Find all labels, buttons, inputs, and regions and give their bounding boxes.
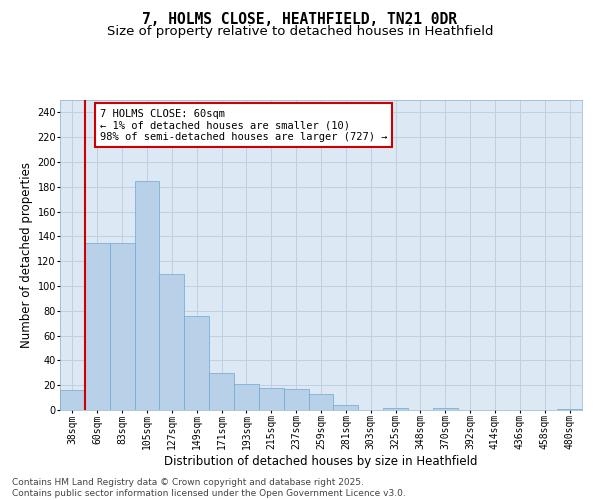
Bar (557, 409, 582, 410)
Bar (134, 180, 160, 410)
Text: Contains HM Land Registry data © Crown copyright and database right 2025.
Contai: Contains HM Land Registry data © Crown c… (12, 478, 406, 498)
Bar (160, 274, 184, 410)
Bar (334, 405, 358, 410)
Bar (308, 394, 334, 410)
Bar (284, 389, 308, 410)
Bar (184, 316, 209, 410)
Bar (259, 388, 284, 410)
Text: 7, HOLMS CLOSE, HEATHFIELD, TN21 0DR: 7, HOLMS CLOSE, HEATHFIELD, TN21 0DR (143, 12, 458, 28)
Bar (60, 390, 85, 410)
Bar (110, 242, 134, 410)
Y-axis label: Number of detached properties: Number of detached properties (20, 162, 33, 348)
Bar (383, 408, 408, 410)
Bar (433, 408, 458, 410)
Text: Size of property relative to detached houses in Heathfield: Size of property relative to detached ho… (107, 25, 493, 38)
Bar (234, 384, 259, 410)
X-axis label: Distribution of detached houses by size in Heathfield: Distribution of detached houses by size … (164, 455, 478, 468)
Bar (85, 242, 110, 410)
Bar (209, 373, 234, 410)
Text: 7 HOLMS CLOSE: 60sqm
← 1% of detached houses are smaller (10)
98% of semi-detach: 7 HOLMS CLOSE: 60sqm ← 1% of detached ho… (100, 108, 387, 142)
